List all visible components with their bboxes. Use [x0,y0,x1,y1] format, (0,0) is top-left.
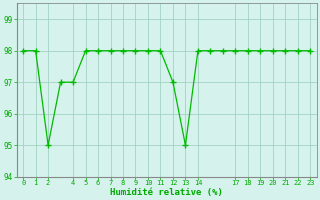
X-axis label: Humidité relative (%): Humidité relative (%) [110,188,223,197]
